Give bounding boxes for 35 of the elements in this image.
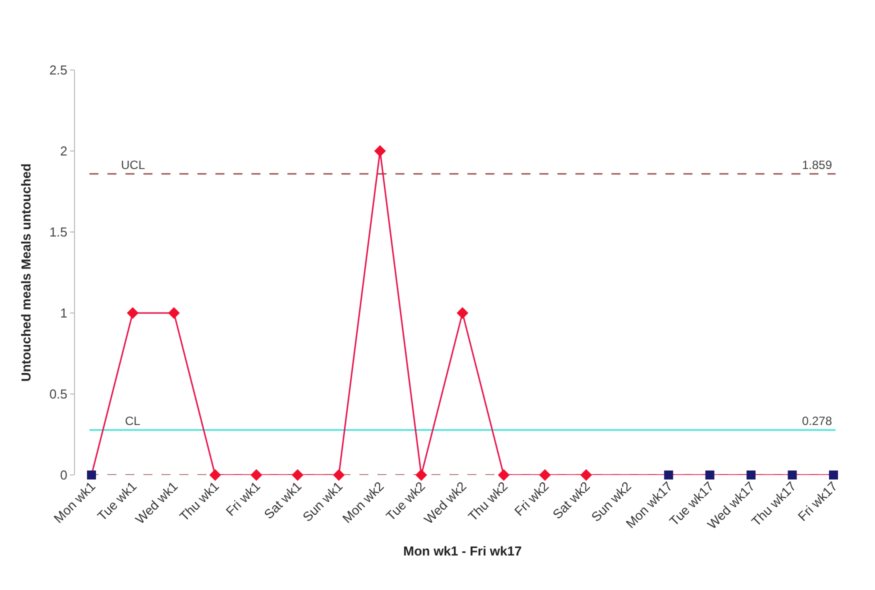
point (209, 469, 222, 481)
point (746, 470, 756, 480)
annotation: 0.278 (802, 414, 832, 428)
y-tick-label: 1.5 (49, 224, 68, 240)
point (374, 145, 386, 157)
x-tick-label: Thu wk2 (465, 478, 510, 524)
x-axis-title: Mon wk1 - Fri wk17 (403, 544, 522, 559)
x-tick-label: Thu wk1 (176, 478, 222, 524)
point (126, 307, 139, 319)
x-tick-label: Fri wk2 (511, 478, 552, 519)
y-tick-label: 0.5 (49, 386, 68, 402)
point (415, 469, 428, 481)
x-tick-label: Sat wk1 (261, 478, 304, 522)
point (664, 470, 674, 480)
point (539, 469, 551, 481)
x-tick-label: Fri wk1 (222, 478, 264, 519)
x-tick-label: Sat wk2 (550, 478, 593, 522)
point (456, 307, 468, 319)
y-tick-label: 1 (60, 306, 68, 321)
annotation: 1.859 (802, 158, 832, 172)
ref-line-label: UCL (121, 158, 146, 172)
point (332, 469, 345, 481)
point (829, 470, 838, 480)
point (292, 469, 304, 481)
ref-line-label: CL (125, 414, 141, 428)
point (788, 470, 797, 480)
y-tick-label: 2 (60, 144, 68, 159)
point (168, 307, 180, 319)
point (580, 469, 592, 481)
y-axis-title: Untouched meals Meals untouched (18, 163, 34, 382)
point (250, 469, 262, 481)
y-tick-label: 2.5 (49, 62, 68, 78)
point (86, 470, 96, 480)
point (498, 469, 510, 481)
point (705, 470, 714, 480)
